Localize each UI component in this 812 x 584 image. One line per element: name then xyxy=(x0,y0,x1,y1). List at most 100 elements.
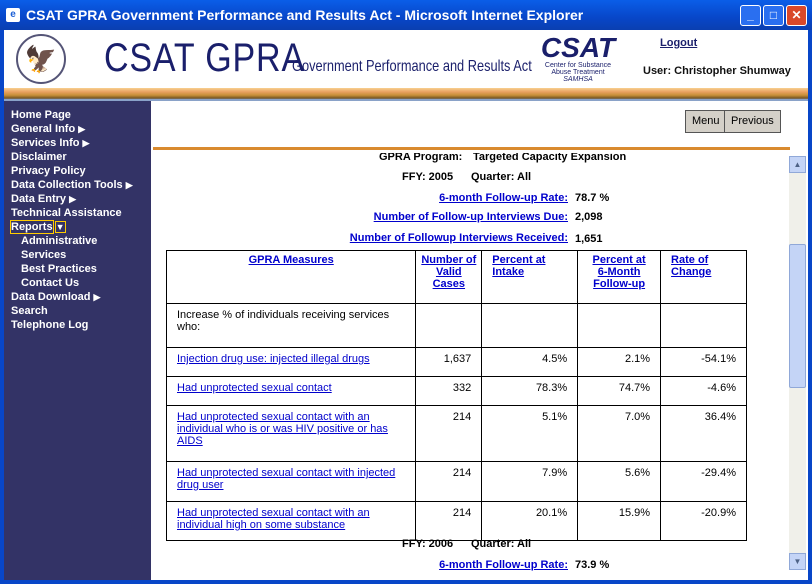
arrow-right-icon: ▶ xyxy=(125,180,133,190)
cell-cases: 214 xyxy=(415,405,483,462)
ie-icon: e xyxy=(6,8,20,22)
sidebar-item-services[interactable]: Services xyxy=(11,248,151,262)
table-row: Injection drug use: injected illegal dru… xyxy=(165,347,747,377)
ffy-2005: FFY: 2005 xyxy=(402,171,454,183)
sidebar-item-best-practices[interactable]: Best Practices xyxy=(11,262,151,276)
sidebar-item-label: Reports xyxy=(10,220,54,234)
sidebar-item-home-page[interactable]: Home Page xyxy=(11,108,151,122)
sidebar-item-technical-assistance[interactable]: Technical Assistance xyxy=(11,206,151,220)
col-percent-intake[interactable]: Percent at Intake xyxy=(492,254,546,278)
sidebar-item-label: Privacy Policy xyxy=(11,165,86,177)
measure-link[interactable]: Injection drug use: injected illegal dru… xyxy=(177,353,370,365)
interviews-due-link[interactable]: Number of Follow-up Interviews Due: xyxy=(373,211,568,223)
col-percent-followup[interactable]: Percent at 6-Month Follow-up xyxy=(592,254,646,290)
brand-subtitle: Government Performance and Results Act xyxy=(292,58,532,75)
interviews-received-link[interactable]: Number of Followup Interviews Received: xyxy=(349,232,568,244)
table-row: Increase % of individuals receiving serv… xyxy=(165,303,747,348)
table-row: Had unprotected sexual contact 332 78.3% 74… xyxy=(165,376,747,406)
scroll-down-arrow-icon[interactable]: ▼ xyxy=(789,553,806,570)
arrow-down-icon: ▼ xyxy=(54,221,66,233)
logout-link[interactable]: Logout xyxy=(660,37,698,49)
arrow-right-icon: ▶ xyxy=(69,194,77,204)
brand-title: CSAT GPRA xyxy=(104,36,305,80)
followup-rate-link[interactable]: 6-month Follow-up Rate: xyxy=(439,192,568,204)
followup-rate-value: 78.7 % xyxy=(575,192,610,204)
col-gpra-measures[interactable]: GPRA Measures xyxy=(248,254,334,266)
cell-cases: 332 xyxy=(415,376,483,406)
site-header: 🦅 CSAT GPRA Government Performance and R… xyxy=(4,30,808,88)
sidebar-item-search[interactable]: Search xyxy=(11,304,151,318)
sidebar-item-privacy-policy[interactable]: Privacy Policy xyxy=(11,164,151,178)
col-valid-cases[interactable]: Number of Valid Cases xyxy=(421,254,477,290)
measure-link[interactable]: Had unprotected sexual contact xyxy=(177,382,332,394)
sidebar-item-label: Data Collection Tools xyxy=(11,179,123,191)
sidebar-item-contact-us[interactable]: Contact Us xyxy=(11,276,151,290)
report-scroll-area[interactable]: GPRA Program: Targeted Capacity Expansio… xyxy=(151,153,808,573)
scroll-up-arrow-icon[interactable]: ▲ xyxy=(789,156,806,173)
sidebar-item-data-download[interactable]: Data Download ▶ xyxy=(11,290,151,304)
scroll-thumb[interactable] xyxy=(789,244,806,388)
sidebar-item-reports[interactable]: Reports ▼ xyxy=(10,220,151,234)
menu-button[interactable]: Menu xyxy=(685,110,727,133)
sidebar-item-data-collection-tools[interactable]: Data Collection Tools ▶ xyxy=(11,178,151,192)
measure-link[interactable]: Had unprotected sexual contact with inje… xyxy=(177,467,396,491)
measure-link[interactable]: Had unprotected sexual contact with an i… xyxy=(177,507,370,531)
window-frame xyxy=(0,30,812,584)
ffy-2006: FFY: 2006 xyxy=(402,538,454,550)
previous-button[interactable]: Previous xyxy=(724,110,781,133)
close-button[interactable]: ✕ xyxy=(786,5,807,26)
quarter-2005: Quarter: All xyxy=(471,171,532,183)
vertical-scrollbar[interactable]: ▲ ▼ xyxy=(789,156,806,570)
followup-rate-2006-link[interactable]: 6-month Follow-up Rate: xyxy=(439,559,568,571)
arrow-right-icon: ▶ xyxy=(93,292,101,302)
sidebar-item-telephone-log[interactable]: Telephone Log xyxy=(11,318,151,332)
sidebar-item-data-entry[interactable]: Data Entry ▶ xyxy=(11,192,151,206)
cell-intake: 4.5% xyxy=(481,347,579,377)
sidebar-item-label: Telephone Log xyxy=(11,319,89,331)
cell-intake: 78.3% xyxy=(481,376,579,406)
minimize-button[interactable]: _ xyxy=(740,5,761,26)
table-row: Had unprotected sexual contact with an i… xyxy=(165,405,747,462)
cell-followup: 7.0% xyxy=(577,405,662,462)
cell-cases: 214 xyxy=(415,461,483,502)
sidebar-item-label: Data Entry xyxy=(11,193,67,205)
cell-intake: 20.1% xyxy=(481,501,579,541)
intro-text: Increase % of individuals receiving serv… xyxy=(165,303,417,348)
arrow-right-icon: ▶ xyxy=(78,124,86,134)
sidebar-item-general-info[interactable]: General Info ▶ xyxy=(11,122,151,136)
cell-followup: 5.6% xyxy=(577,461,662,502)
sidebar-item-disclaimer[interactable]: Disclaimer xyxy=(11,150,151,164)
cell-cases: 1,637 xyxy=(415,347,483,377)
sidebar-item-services-info[interactable]: Services Info ▶ xyxy=(11,136,151,150)
sidebar-item-administrative[interactable]: Administrative xyxy=(11,234,151,248)
divider xyxy=(153,147,790,150)
maximize-button[interactable]: □ xyxy=(763,5,784,26)
title-bar: e CSAT GPRA Government Performance and R… xyxy=(0,0,812,30)
cell-change: 36.4% xyxy=(660,405,747,462)
arrow-right-icon: ▶ xyxy=(82,138,90,148)
sidebar-item-label: Home Page xyxy=(11,109,71,121)
sidebar-item-label: General Info xyxy=(11,123,76,135)
table-header-row: GPRA Measures Number of Valid Cases Perc… xyxy=(165,250,747,304)
sidebar-item-label: Search xyxy=(11,305,48,317)
measure-link[interactable]: Had unprotected sexual contact with an i… xyxy=(177,411,388,447)
cell-intake: 7.9% xyxy=(481,461,579,502)
sidebar-item-label: Services Info xyxy=(11,137,80,149)
header-stripes xyxy=(4,88,808,101)
cell-cases: 214 xyxy=(415,501,483,541)
hhs-seal-icon: 🦅 xyxy=(16,34,66,84)
cell-change: -29.4% xyxy=(660,461,747,502)
col-rate-of-change[interactable]: Rate of Change xyxy=(671,254,712,278)
program-value: Targeted Capacity Expansion xyxy=(473,153,627,163)
sidebar-item-label: Best Practices xyxy=(21,263,97,275)
interviews-due-value: 2,098 xyxy=(575,211,603,223)
cell-followup: 15.9% xyxy=(577,501,662,541)
sidebar-item-label: Disclaimer xyxy=(11,151,67,163)
cell-followup: 2.1% xyxy=(577,347,662,377)
csat-logo: CSAT Center for Substance Abuse Treatment S… xyxy=(540,32,616,84)
sidebar: Home Page General Info ▶ Services Info ▶ Di… xyxy=(4,101,151,580)
table-row: Had unprotected sexual contact with inje… xyxy=(165,461,747,502)
main-content: Menu Previous GPRA Program: Targeted Cap… xyxy=(151,101,808,580)
cell-change: -20.9% xyxy=(660,501,747,541)
cell-intake: 5.1% xyxy=(481,405,579,462)
